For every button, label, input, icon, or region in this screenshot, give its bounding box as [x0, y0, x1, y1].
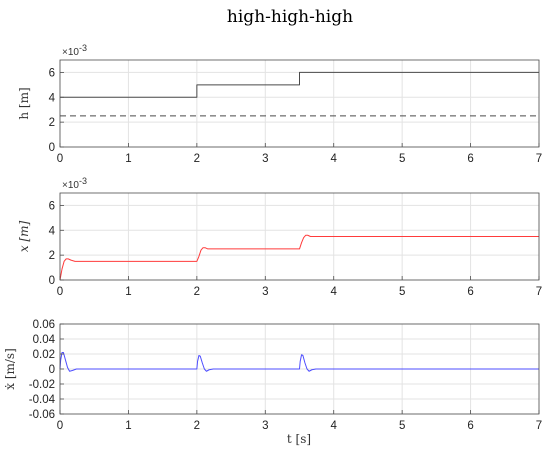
- x-tick-label: 2: [194, 286, 200, 298]
- x-tick-label: 0: [57, 153, 63, 165]
- x-tick-label: 1: [125, 286, 131, 298]
- y-axis-label: ẋ [m/s]: [3, 348, 17, 390]
- x-tick-label: 0: [57, 286, 63, 298]
- y-tick-label: -0.04: [29, 394, 56, 406]
- series-line-1: [60, 71, 539, 98]
- x-tick-label: 7: [536, 420, 542, 432]
- y-tick-label: 6: [49, 67, 55, 79]
- x-axis-label: t [s]: [287, 432, 311, 446]
- x-tick-label: 2: [194, 153, 200, 165]
- x-tick-label: 7: [536, 286, 542, 298]
- axes-box: [59, 59, 540, 148]
- y-axis-label: h [m]: [17, 87, 31, 119]
- y-axis-label: x [m]: [17, 221, 31, 253]
- subplot-3: 0 1 2 3 4 5 6 7 -0.06 -0.04 -0.02 0 0.02 0.04 0.06 ẋ [m…: [3, 319, 542, 432]
- y-tick-label: 0.04: [33, 334, 56, 346]
- x-tick-label: 3: [262, 153, 268, 165]
- x-tick-label: 6: [467, 420, 473, 432]
- y-tick-label: -0.06: [29, 409, 55, 421]
- x-tick-label: 1: [125, 420, 131, 432]
- x-tick-label: 4: [331, 153, 338, 165]
- x-tick-label: 4: [331, 420, 338, 432]
- y-tick-label: -0.02: [29, 379, 55, 391]
- x-tick-label: 3: [262, 286, 268, 298]
- x-tick-label: 5: [399, 286, 405, 298]
- x-tick-label: 4: [331, 286, 338, 298]
- subplots: 0 1 2 3 4 5 6 7 0 2 4 6 ×10-3 h [m] 0 1 2 3 4 5 6 7 0 2 4 6 ×10-3 x…: [3, 43, 542, 432]
- axes-box: [59, 192, 540, 281]
- x-tick-label: 0: [57, 420, 63, 432]
- figure-title: high-high-high: [227, 7, 353, 27]
- y-tick-label: 0: [49, 142, 55, 154]
- y-tick-label: 6: [49, 200, 55, 212]
- y-tick-label: 4: [49, 225, 56, 237]
- y-tick-label: 2: [49, 117, 55, 129]
- y-multiplier: ×10-3: [62, 176, 87, 191]
- series-line-1: [59, 352, 539, 372]
- y-tick-label: 0.06: [33, 319, 55, 331]
- y-tick-label: 0: [49, 364, 55, 376]
- y-tick-label: 4: [49, 92, 56, 104]
- x-tick-label: 2: [194, 420, 200, 432]
- x-tick-label: 6: [467, 153, 473, 165]
- y-multiplier: ×10-3: [62, 43, 87, 58]
- x-tick-label: 5: [399, 153, 405, 165]
- subplot-1: 0 1 2 3 4 5 6 7 0 2 4 6 ×10-3 h [m]: [17, 43, 542, 165]
- y-tick-label: 2: [49, 250, 55, 262]
- x-tick-label: 5: [399, 420, 405, 432]
- subplot-2: 0 1 2 3 4 5 6 7 0 2 4 6 ×10-3 x [m]: [17, 176, 542, 298]
- x-tick-label: 1: [125, 153, 131, 165]
- x-tick-label: 7: [536, 153, 542, 165]
- x-tick-label: 3: [262, 420, 268, 432]
- y-tick-label: 0: [49, 275, 55, 287]
- y-tick-label: 0.02: [33, 349, 55, 361]
- series-line-1: [59, 234, 539, 281]
- x-tick-label: 6: [467, 286, 473, 298]
